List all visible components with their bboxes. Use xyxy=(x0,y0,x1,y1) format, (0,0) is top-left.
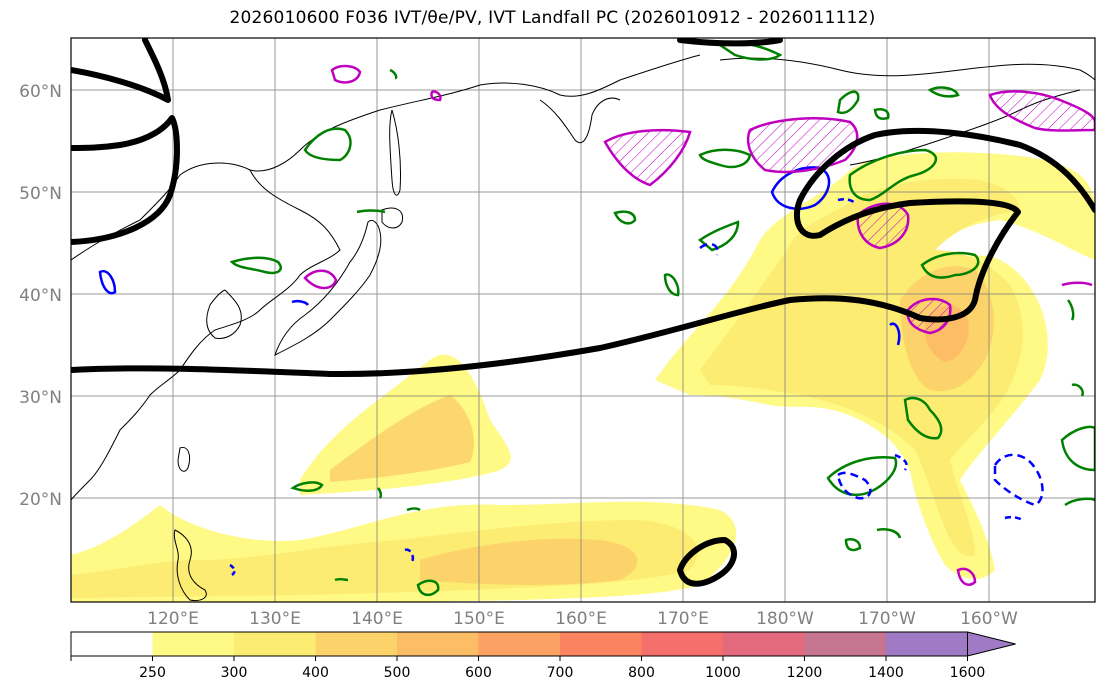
colorbar-tick-label: 1600 xyxy=(950,665,986,681)
theta-e-northwest-1 xyxy=(71,115,180,245)
colorbar-tick-label: 500 xyxy=(384,665,411,681)
coast-asia-east xyxy=(71,169,341,501)
ivt-shading xyxy=(71,152,1095,602)
colorbar-tick-label: 1200 xyxy=(787,665,823,681)
lon-label-130e: 130°E xyxy=(249,609,301,629)
colorbar-tick-label: 600 xyxy=(465,665,492,681)
colorbar-tick-label: 800 xyxy=(628,665,655,681)
coast-korea xyxy=(206,289,242,339)
colorbar-outline xyxy=(70,631,968,657)
coast-sakhalin xyxy=(389,109,402,196)
colorbar-segment xyxy=(723,632,805,656)
lat-label-60n: 60°N xyxy=(19,82,62,102)
colorbar-tick-label: 250 xyxy=(139,665,166,681)
theta-e-contours xyxy=(71,38,1095,587)
colorbar-extend-arrow xyxy=(967,631,1016,657)
colorbar-tick-label: 400 xyxy=(302,665,329,681)
lon-label-160w: 160°W xyxy=(960,609,1018,629)
theta-e-main xyxy=(71,127,1095,378)
colorbar-tick-label: 300 xyxy=(221,665,248,681)
colorbar-tick-label: 1400 xyxy=(868,665,904,681)
lat-label-40n: 40°N xyxy=(19,286,62,306)
lon-label-140e: 140°E xyxy=(351,609,403,629)
graticule xyxy=(71,38,1095,602)
map-title: 2026010600 F036 IVT/θe/PV, IVT Landfall … xyxy=(229,8,876,28)
colorbar-segment xyxy=(886,632,968,656)
coast-kamchatka xyxy=(539,97,621,143)
theta-e-northwest-2 xyxy=(71,38,171,103)
colorbar-segment xyxy=(152,632,235,656)
colorbar-segment xyxy=(71,632,153,656)
longitude-labels: 120°E 130°E 140°E 150°E 160°E 170°E 180°… xyxy=(147,609,1018,629)
lon-label-170w: 170°W xyxy=(858,609,916,629)
ivt-band-south-core xyxy=(420,538,638,585)
theta-e-south-loop xyxy=(677,537,737,587)
coast-alaska xyxy=(719,57,1095,81)
lon-label-120e: 120°E xyxy=(147,609,199,629)
colorbar-segment xyxy=(478,632,561,656)
colorbar-tick-label: 700 xyxy=(547,665,574,681)
colorbar-segment xyxy=(234,632,316,656)
colorbar-segment xyxy=(560,632,642,656)
coast-japan xyxy=(274,219,382,356)
lat-label-30n: 30°N xyxy=(19,388,62,408)
coast-philippines xyxy=(173,529,207,601)
lon-label-170e: 170°E xyxy=(657,609,709,629)
coast-taiwan xyxy=(177,446,191,472)
coast-asia-north xyxy=(71,54,701,261)
colorbar-segment xyxy=(397,632,479,656)
latitude-labels: 60°N 50°N 40°N 30°N 20°N xyxy=(19,82,62,510)
colorbar-segment xyxy=(804,632,887,656)
lon-label-180w: 180°W xyxy=(756,609,814,629)
coast-hokkaido xyxy=(381,207,404,229)
map-frame xyxy=(70,37,1096,603)
colorbar-tick-label: 1000 xyxy=(705,665,741,681)
lon-label-150e: 150°E xyxy=(453,609,505,629)
colorbar-segment xyxy=(315,632,398,656)
colorbar-segment xyxy=(641,632,724,656)
ivt-band-west-inner xyxy=(330,395,474,482)
lon-label-160e: 160°E xyxy=(555,609,607,629)
lat-label-20n: 20°N xyxy=(19,490,62,510)
coastlines xyxy=(71,54,1095,601)
lat-label-50n: 50°N xyxy=(19,184,62,204)
theta-e-north xyxy=(677,38,783,47)
colorbar: 250 300 400 500 600 700 800 1000 1200 1400 1600 xyxy=(70,631,1016,681)
